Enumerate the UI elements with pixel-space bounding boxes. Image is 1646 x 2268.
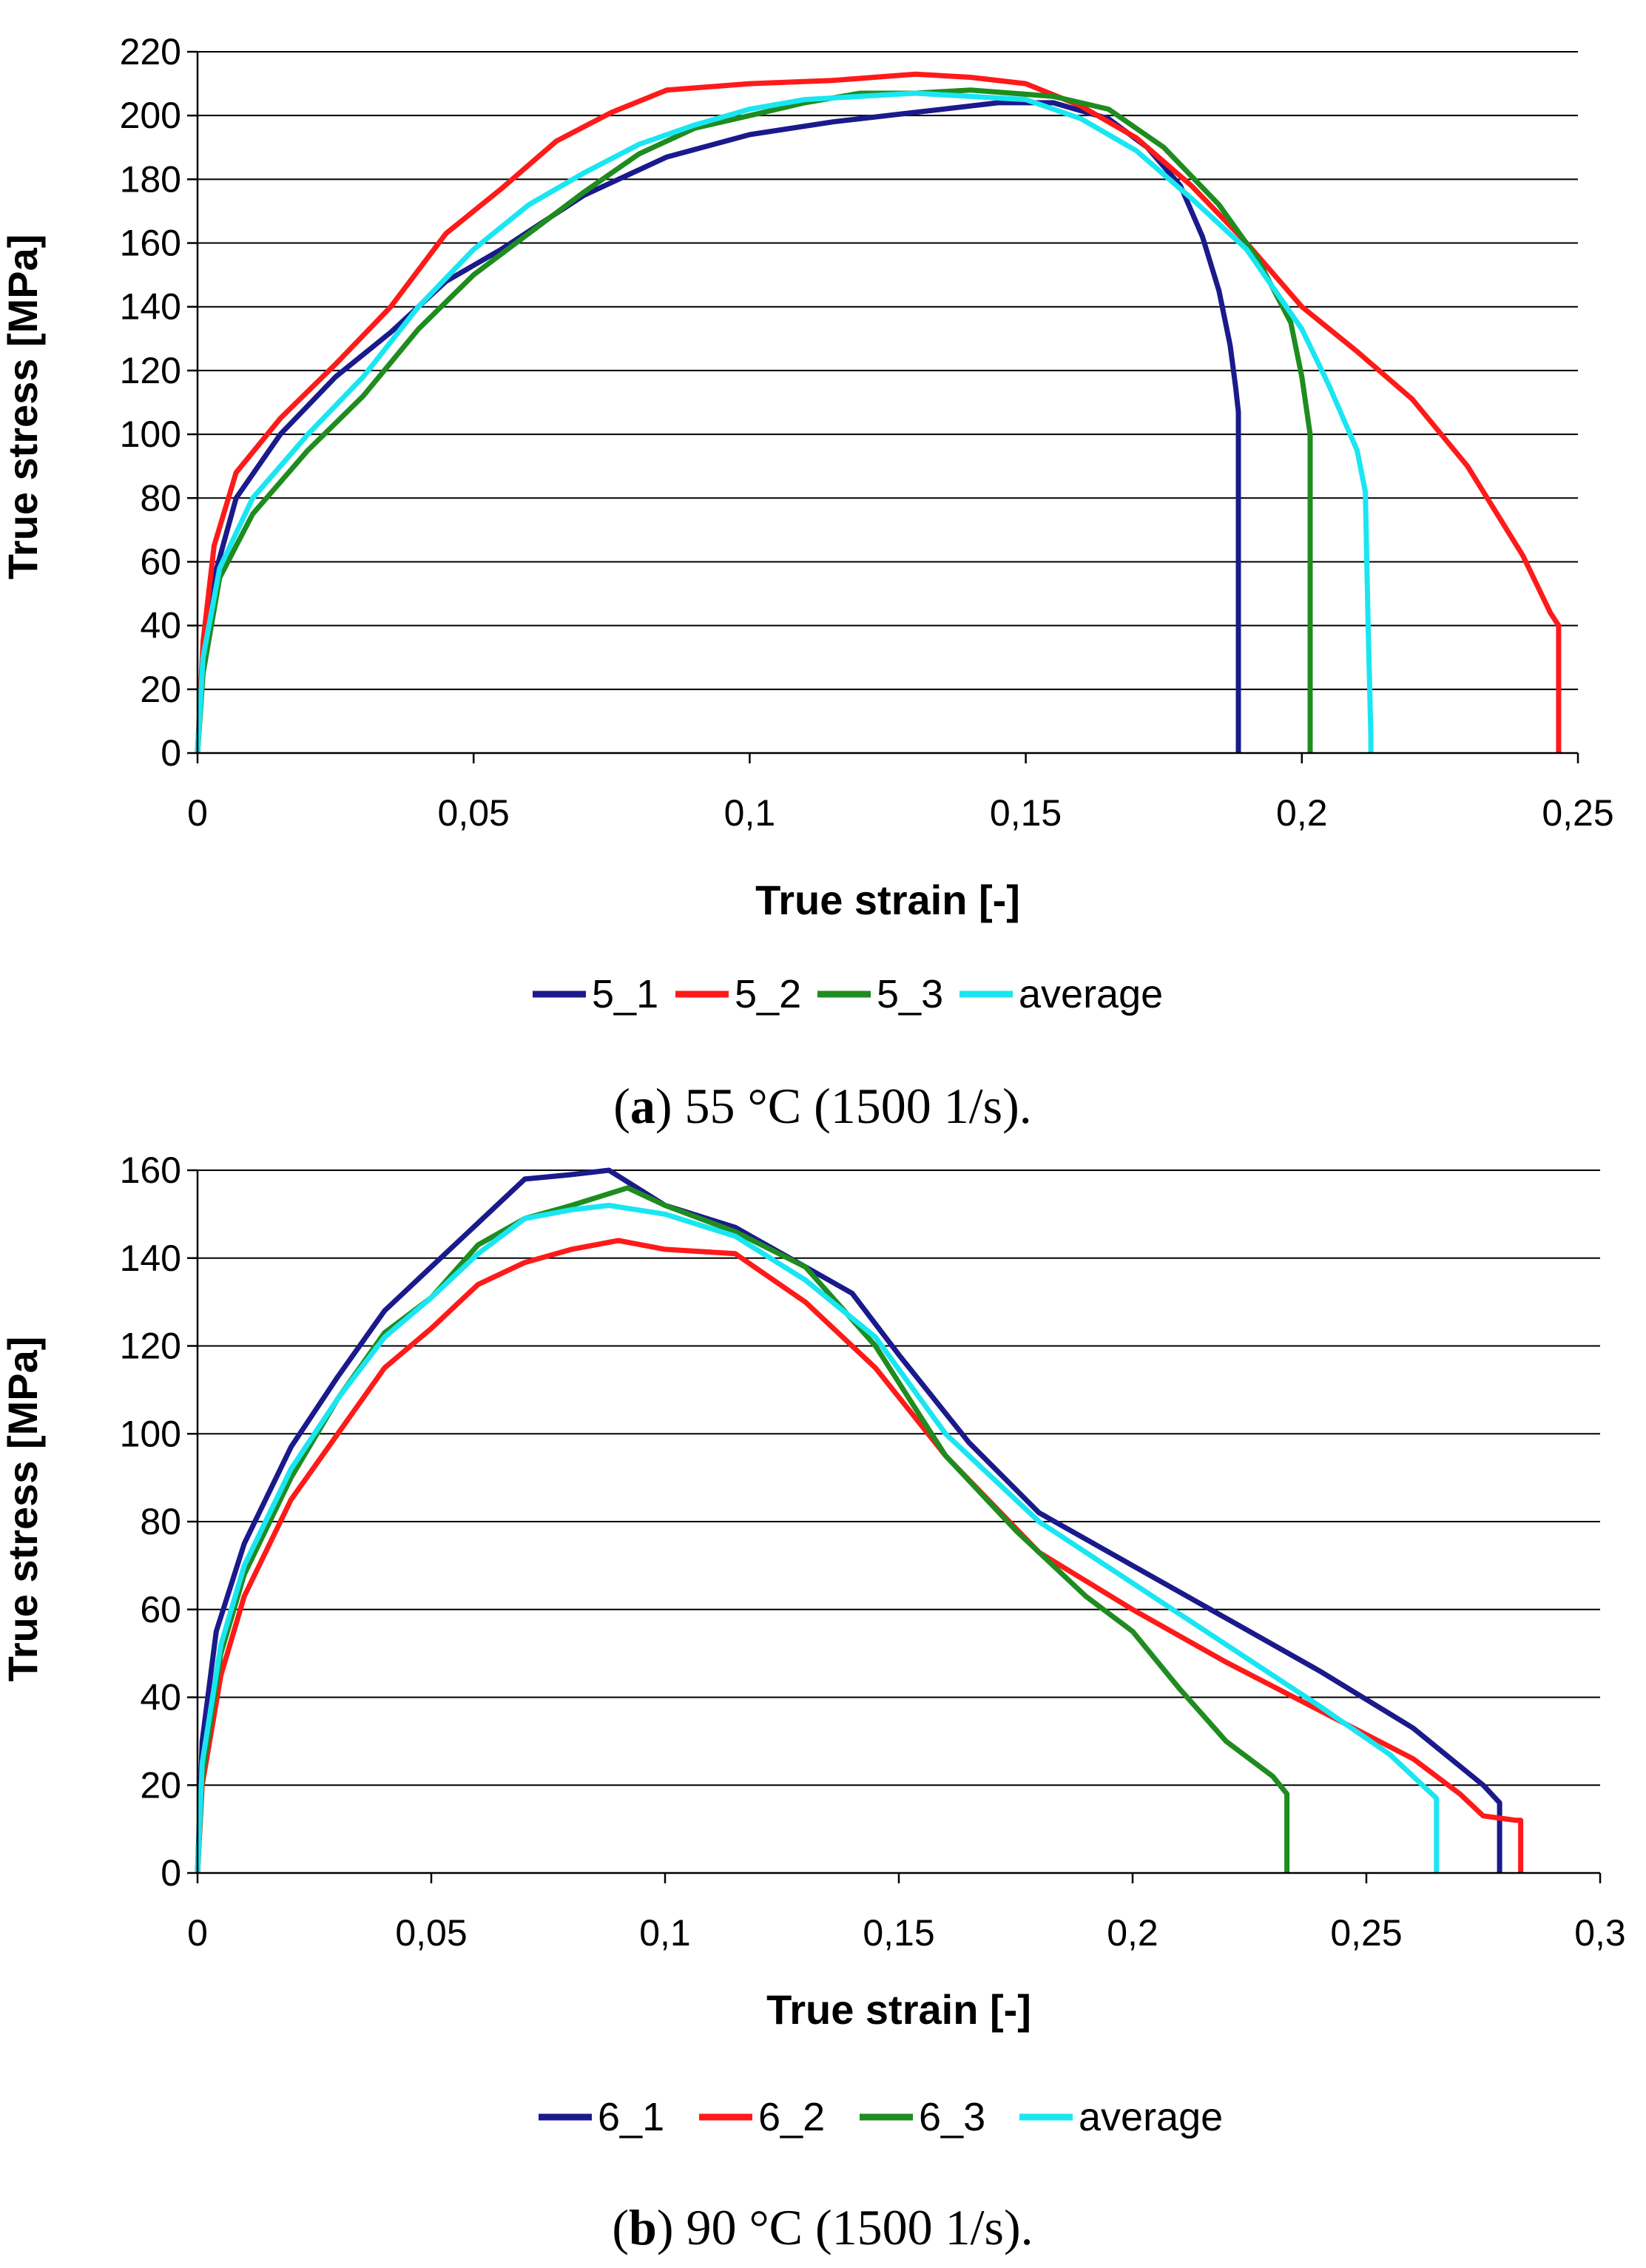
caption-letter-a: a: [630, 1078, 655, 1134]
x-tick-label: 0,1: [724, 792, 776, 834]
y-tick-label: 60: [140, 1589, 181, 1630]
axes: [187, 1169, 1602, 1883]
legend-label-average: average: [1019, 972, 1163, 1016]
legend: 6_1 6_2 6_3 average: [539, 2095, 1223, 2139]
caption-text-b: 90 °C (1500 1/s).: [686, 2199, 1033, 2255]
y-tick-label: 160: [120, 223, 181, 264]
series-line-6_3: [195, 1185, 1290, 1874]
gridlines: [198, 1170, 1600, 1786]
axes: [187, 50, 1579, 763]
y-tick-label: 40: [140, 1677, 181, 1718]
panel-caption-b: (b) 90 °C (1500 1/s).: [612, 2199, 1033, 2255]
y-tick-label: 40: [140, 605, 181, 647]
y-tick-label: 220: [120, 31, 181, 72]
x-tick-label: 0,15: [863, 1912, 934, 1954]
x-axis-title: True strain [-]: [755, 877, 1020, 923]
x-tick-label: 0,2: [1276, 792, 1328, 834]
x-tick-labels: 0 0,05 0,1 0,15 0,2 0,25 0,3: [187, 1912, 1626, 1954]
x-tick-label: 0,25: [1330, 1912, 1402, 1954]
legend-label-6_1: 6_1: [598, 2095, 664, 2139]
x-tick-label: 0,1: [639, 1912, 691, 1954]
series-lines: [195, 1167, 1524, 1874]
y-tick-label: 120: [120, 1326, 181, 1367]
y-tick-label: 160: [120, 1150, 181, 1191]
series-line-average: [195, 1203, 1440, 1874]
y-tick-label: 140: [120, 1238, 181, 1279]
x-tick-label: 0,05: [438, 792, 510, 834]
x-tick-label: 0,05: [395, 1912, 467, 1954]
y-tick-labels: 0 20 40 60 80 100 120 140 160: [120, 1150, 181, 1894]
y-tick-label: 0: [161, 732, 181, 774]
legend-label-5_2: 5_2: [735, 972, 801, 1016]
y-tick-label: 20: [140, 669, 181, 710]
y-tick-label: 180: [120, 158, 181, 200]
y-tick-label: 140: [120, 286, 181, 328]
y-tick-label: 20: [140, 1764, 181, 1806]
legend-label-average: average: [1079, 2095, 1223, 2139]
x-tick-labels: 0 0,05 0,1 0,15 0,2 0,25: [187, 792, 1614, 834]
y-tick-label: 80: [140, 477, 181, 519]
x-axis-title: True strain [-]: [766, 1986, 1031, 2033]
series-line-6_2: [195, 1238, 1524, 1874]
x-tick-label: 0: [187, 792, 208, 834]
legend-label-6_3: 6_3: [919, 2095, 985, 2139]
chart-panel-b: 0 20 40 60 80 100 120 140 160 0 0,05 0,1 0,15 0,2 0,2…: [0, 1150, 1626, 2255]
caption-letter-b: b: [629, 2199, 657, 2255]
y-axis-title: True stress [MPa]: [0, 234, 46, 580]
y-tick-label: 200: [120, 95, 181, 136]
x-tick-label: 0,15: [990, 792, 1062, 834]
series-line-5_3: [195, 87, 1313, 754]
x-tick-label: 0: [187, 1912, 208, 1954]
y-tick-label: 120: [120, 350, 181, 391]
legend-label-5_3: 5_3: [877, 972, 943, 1016]
legend-label-5_1: 5_1: [592, 972, 658, 1016]
y-tick-label: 100: [120, 414, 181, 455]
legend: 5_1 5_2 5_3 average: [533, 972, 1163, 1016]
x-tick-label: 0,3: [1574, 1912, 1626, 1954]
series-lines: [195, 71, 1562, 754]
y-tick-label: 0: [161, 1852, 181, 1894]
panel-caption-a: (a) 55 °C (1500 1/s).: [613, 1078, 1032, 1134]
gridlines: [198, 51, 1578, 690]
x-tick-label: 0,25: [1542, 792, 1613, 834]
series-line-5_2: [195, 71, 1562, 754]
series-line-average: [195, 90, 1374, 754]
y-tick-label: 80: [140, 1501, 181, 1542]
y-tick-label: 60: [140, 541, 181, 582]
y-axis-title: True stress [MPa]: [0, 1337, 46, 1682]
legend-label-6_2: 6_2: [758, 2095, 825, 2139]
y-tick-label: 100: [120, 1413, 181, 1454]
series-line-5_1: [195, 100, 1241, 754]
caption-text-a: 55 °C (1500 1/s).: [685, 1078, 1032, 1134]
x-tick-label: 0,2: [1107, 1912, 1158, 1954]
y-tick-labels: 0 20 40 60 80 100 120 140 160 180 200 220: [120, 31, 181, 774]
